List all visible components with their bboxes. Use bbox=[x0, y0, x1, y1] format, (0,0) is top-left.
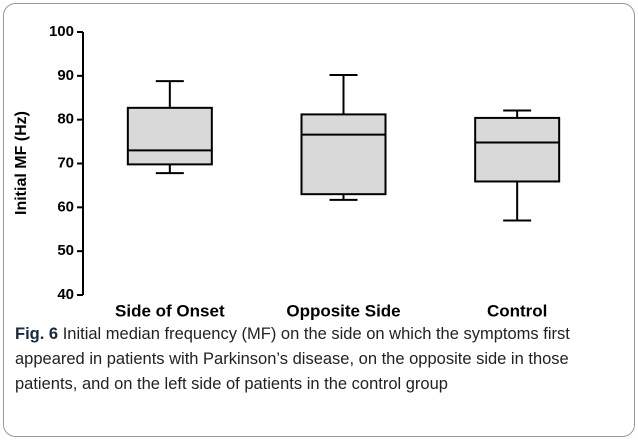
x-tick-label: Side of Onset bbox=[115, 301, 225, 320]
y-tick-label: 100 bbox=[49, 23, 74, 40]
caption-label: Fig. 6 bbox=[15, 325, 59, 343]
y-tick-label: 60 bbox=[57, 198, 74, 215]
y-tick-label: 80 bbox=[57, 111, 74, 128]
box bbox=[474, 116, 561, 183]
y-tick-label: 40 bbox=[57, 286, 74, 303]
caption: Fig. 6 Initial median frequency (MF) on … bbox=[15, 322, 627, 397]
y-axis-label: Initial MF (Hz) bbox=[13, 111, 30, 215]
caption-text: Initial median frequency (MF) on the sid… bbox=[15, 325, 570, 393]
y-tick-label: 70 bbox=[57, 154, 74, 171]
y-tick-label: 90 bbox=[57, 67, 74, 84]
box bbox=[300, 113, 387, 196]
x-tick-label: Opposite Side bbox=[286, 301, 400, 320]
frame bbox=[3, 3, 635, 437]
box bbox=[126, 106, 213, 166]
x-tick-label: Control bbox=[487, 301, 547, 320]
y-tick-label: 50 bbox=[57, 242, 74, 259]
